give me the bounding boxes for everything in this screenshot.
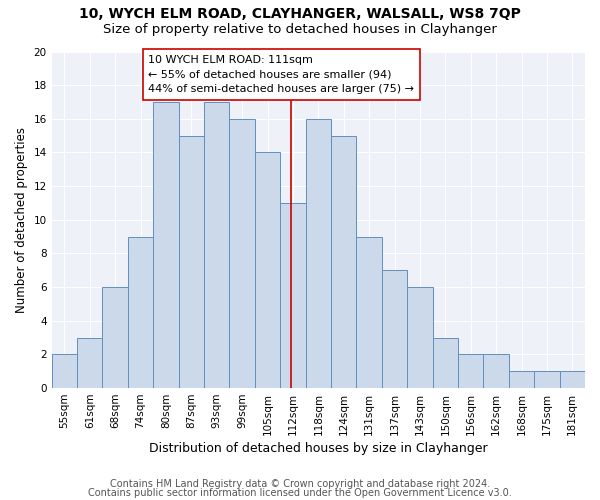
Bar xyxy=(356,236,382,388)
Bar xyxy=(255,152,280,388)
Bar xyxy=(382,270,407,388)
Bar xyxy=(153,102,179,388)
Bar xyxy=(77,338,103,388)
Bar xyxy=(560,371,585,388)
Bar xyxy=(484,354,509,388)
Bar xyxy=(128,236,153,388)
Bar xyxy=(407,287,433,388)
X-axis label: Distribution of detached houses by size in Clayhanger: Distribution of detached houses by size … xyxy=(149,442,488,455)
Bar xyxy=(280,203,305,388)
Text: Contains public sector information licensed under the Open Government Licence v3: Contains public sector information licen… xyxy=(88,488,512,498)
Y-axis label: Number of detached properties: Number of detached properties xyxy=(15,127,28,313)
Bar xyxy=(509,371,534,388)
Bar xyxy=(331,136,356,388)
Bar xyxy=(52,354,77,388)
Bar xyxy=(103,287,128,388)
Text: 10, WYCH ELM ROAD, CLAYHANGER, WALSALL, WS8 7QP: 10, WYCH ELM ROAD, CLAYHANGER, WALSALL, … xyxy=(79,8,521,22)
Bar xyxy=(229,119,255,388)
Bar xyxy=(534,371,560,388)
Bar xyxy=(204,102,229,388)
Bar xyxy=(433,338,458,388)
Text: Contains HM Land Registry data © Crown copyright and database right 2024.: Contains HM Land Registry data © Crown c… xyxy=(110,479,490,489)
Text: Size of property relative to detached houses in Clayhanger: Size of property relative to detached ho… xyxy=(103,22,497,36)
Bar xyxy=(305,119,331,388)
Text: 10 WYCH ELM ROAD: 111sqm
← 55% of detached houses are smaller (94)
44% of semi-d: 10 WYCH ELM ROAD: 111sqm ← 55% of detach… xyxy=(148,55,414,94)
Bar xyxy=(458,354,484,388)
Bar xyxy=(179,136,204,388)
